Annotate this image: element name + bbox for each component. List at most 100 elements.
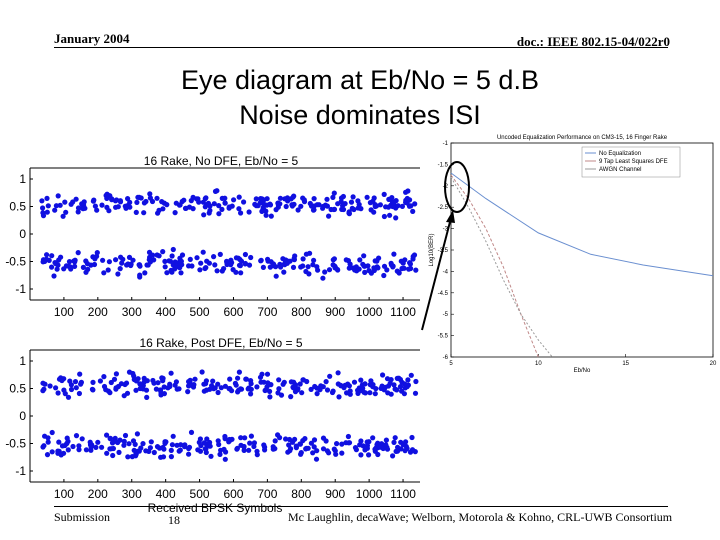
x-tick-label: 400 bbox=[156, 305, 176, 319]
scatter-point bbox=[188, 198, 194, 204]
scatter-point bbox=[391, 251, 397, 257]
scatter-point bbox=[392, 435, 398, 441]
scatter-point bbox=[236, 369, 242, 375]
scatter-point bbox=[121, 442, 127, 448]
scatter-point bbox=[161, 384, 167, 390]
scatter-point bbox=[354, 268, 360, 274]
scatter-point bbox=[51, 273, 57, 279]
scatter-point bbox=[280, 381, 286, 387]
scatter-point bbox=[265, 380, 271, 386]
scatter-point bbox=[203, 378, 209, 384]
scatter-point bbox=[57, 202, 63, 208]
scatter-point bbox=[40, 205, 46, 211]
scatter-point bbox=[353, 447, 359, 453]
scatter-point bbox=[97, 378, 103, 384]
scatter-point bbox=[383, 437, 389, 443]
scatter-point bbox=[126, 441, 132, 447]
scatter-point bbox=[335, 201, 341, 207]
scatter-point bbox=[370, 382, 376, 388]
scatter-point bbox=[108, 446, 114, 452]
scatter-point bbox=[40, 213, 47, 219]
scatter-point bbox=[134, 199, 140, 205]
scatter-point bbox=[153, 386, 159, 392]
scatter-point bbox=[85, 266, 91, 272]
scatter-point bbox=[411, 252, 418, 258]
scatter-point bbox=[207, 203, 213, 209]
scatter-point bbox=[233, 382, 239, 388]
scatter-point bbox=[117, 437, 123, 443]
scatter-point bbox=[357, 257, 363, 263]
scatter-point bbox=[72, 263, 78, 269]
scatter-point bbox=[283, 203, 289, 210]
scatter-point bbox=[44, 452, 51, 458]
scatter-point bbox=[297, 441, 303, 447]
scatter-point bbox=[248, 254, 254, 261]
scatter-point bbox=[162, 258, 168, 264]
scatter-point bbox=[216, 203, 222, 209]
scatter-point bbox=[308, 203, 315, 209]
scatter-point bbox=[320, 435, 327, 441]
scatter-point bbox=[314, 448, 320, 454]
scatter-point bbox=[362, 381, 368, 387]
scatter-point bbox=[273, 273, 279, 279]
scatter-point bbox=[306, 271, 312, 277]
scatter-point bbox=[195, 196, 201, 202]
scatter-point bbox=[238, 435, 244, 441]
scatter-point bbox=[113, 371, 119, 377]
scatter-point bbox=[308, 386, 314, 392]
scatter-point bbox=[198, 260, 204, 266]
scatter-point bbox=[267, 394, 273, 400]
scatter-point bbox=[303, 445, 309, 451]
scatter-point bbox=[170, 433, 176, 439]
scatter-point bbox=[399, 203, 405, 209]
scatter-point bbox=[99, 444, 105, 450]
scatter-point bbox=[330, 194, 336, 200]
scatter-point bbox=[388, 260, 394, 266]
scatter-point bbox=[268, 213, 274, 219]
scatter-point bbox=[84, 261, 90, 267]
scatter-point bbox=[406, 266, 412, 272]
scatter-point bbox=[144, 394, 150, 400]
scatter-point bbox=[310, 450, 316, 456]
scatter-point bbox=[410, 256, 416, 262]
scatter-point bbox=[412, 390, 419, 396]
scatter-point bbox=[368, 378, 374, 384]
scatter-point bbox=[104, 195, 110, 201]
scatter-point bbox=[402, 381, 408, 387]
scatter-point bbox=[238, 258, 245, 264]
scatter-point bbox=[263, 208, 269, 214]
x-tick-label: 100 bbox=[54, 487, 74, 501]
x-axis-label: Received BPSK Symbols bbox=[148, 501, 283, 515]
scatter-point bbox=[188, 429, 195, 435]
scatter-point bbox=[39, 198, 45, 204]
scatter-point bbox=[190, 206, 196, 212]
scatter-point bbox=[122, 432, 129, 439]
scatter-point bbox=[116, 449, 122, 455]
scatter-point bbox=[407, 260, 413, 266]
scatter-point bbox=[375, 440, 381, 446]
scatter-point bbox=[248, 391, 254, 397]
scatter-point bbox=[212, 262, 218, 268]
scatter-point bbox=[293, 445, 299, 451]
scatter-point bbox=[345, 433, 351, 440]
x-tick-label: 200 bbox=[88, 487, 108, 501]
scatter-point bbox=[53, 261, 59, 267]
scatter-point bbox=[136, 448, 142, 454]
scatter-point bbox=[65, 447, 71, 453]
x-tick-label: 900 bbox=[325, 487, 345, 501]
scatter-point bbox=[227, 376, 233, 382]
scatter-point bbox=[131, 376, 137, 383]
scatter-point bbox=[121, 438, 127, 444]
scatter-point bbox=[222, 200, 228, 206]
scatter-point bbox=[338, 195, 345, 201]
scatter-point bbox=[401, 391, 407, 397]
scatter-point bbox=[327, 373, 333, 379]
scatter-point bbox=[222, 456, 228, 462]
scatter-point bbox=[324, 196, 330, 202]
scatter-point bbox=[161, 200, 167, 206]
scatter-point bbox=[324, 203, 330, 209]
eye-diagram-no-dfe: 16 Rake, No DFE, Eb/No = 5 100 200 300 400 50… bbox=[5, 154, 420, 319]
scatter-point bbox=[160, 206, 166, 212]
scatter-point bbox=[343, 257, 349, 263]
scatter-point bbox=[136, 262, 143, 268]
